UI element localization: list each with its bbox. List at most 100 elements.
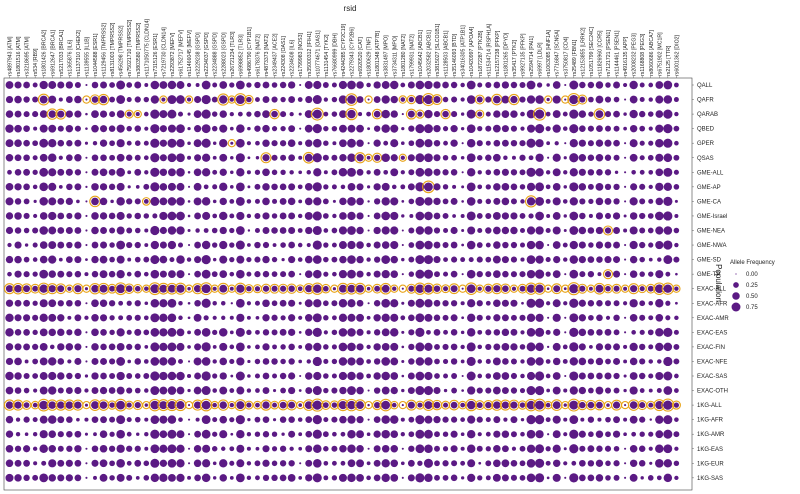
frequency-dot	[331, 344, 337, 350]
frequency-dot	[535, 313, 544, 322]
frequency-dot	[552, 168, 561, 177]
frequency-dot	[176, 473, 185, 482]
highlight-ring	[389, 400, 399, 410]
frequency-dot	[235, 196, 245, 206]
frequency-dot	[451, 387, 458, 394]
frequency-dot	[262, 401, 270, 409]
frequency-dot	[48, 459, 57, 468]
frequency-dot	[338, 226, 348, 235]
frequency-dot	[485, 417, 491, 423]
frequency-dot	[194, 96, 202, 104]
frequency-dot	[493, 81, 501, 89]
frequency-dot	[85, 302, 88, 305]
column-label: rs2234608 [IL6]	[290, 39, 296, 76]
frequency-dot	[528, 155, 534, 161]
highlight-ring	[97, 399, 110, 411]
frequency-dot	[569, 284, 579, 294]
frequency-dot	[673, 97, 679, 103]
frequency-dot	[569, 357, 579, 366]
frequency-dot	[331, 154, 338, 161]
frequency-dot	[271, 154, 278, 161]
frequency-dot	[195, 228, 200, 233]
frequency-dot	[99, 95, 108, 104]
frequency-dot	[501, 168, 509, 176]
frequency-dot	[14, 183, 22, 191]
frequency-dot	[116, 415, 126, 425]
frequency-dot	[159, 110, 168, 119]
frequency-dot	[552, 197, 561, 206]
frequency-dot	[552, 401, 561, 409]
frequency-dot	[366, 373, 371, 379]
frequency-dot	[520, 126, 525, 131]
frequency-dot	[434, 373, 440, 379]
frequency-dot	[347, 182, 356, 191]
frequency-dot	[150, 284, 160, 294]
frequency-dot	[332, 287, 337, 291]
frequency-dot	[262, 474, 270, 482]
frequency-dot	[485, 343, 492, 350]
frequency-dot	[629, 197, 638, 206]
frequency-dot	[366, 111, 371, 117]
column-label: rs1129456 [TMPRSS2]	[102, 22, 108, 76]
frequency-dot	[526, 95, 536, 104]
frequency-dot	[84, 272, 89, 277]
column-label: rs1051799 [SEC24C]	[589, 26, 595, 76]
frequency-dot	[408, 125, 415, 132]
frequency-dot	[613, 343, 621, 351]
highlight-ring	[491, 283, 503, 295]
frequency-dot	[578, 314, 587, 322]
frequency-dot	[347, 138, 356, 148]
frequency-dot	[579, 285, 586, 292]
frequency-dot	[99, 386, 108, 395]
frequency-dot	[176, 444, 185, 453]
frequency-dot	[167, 211, 177, 221]
frequency-dot	[39, 400, 49, 410]
frequency-dot	[563, 287, 567, 291]
frequency-dot	[511, 155, 516, 160]
frequency-dot	[415, 182, 425, 192]
frequency-dot	[39, 138, 49, 148]
frequency-dot	[443, 329, 448, 335]
highlight-ring	[133, 283, 143, 294]
frequency-dot	[116, 226, 125, 235]
frequency-dot	[201, 94, 211, 105]
frequency-dot	[32, 184, 38, 190]
frequency-dot	[562, 242, 568, 248]
frequency-dot	[367, 200, 370, 203]
frequency-dot	[535, 211, 544, 221]
frequency-dot	[74, 401, 82, 409]
frequency-dot	[85, 185, 88, 188]
frequency-dot	[569, 80, 579, 90]
frequency-dot	[254, 286, 261, 292]
frequency-dot	[433, 124, 441, 133]
frequency-dot	[485, 81, 492, 89]
frequency-dot	[212, 402, 217, 408]
frequency-dot	[656, 475, 662, 481]
frequency-dot	[604, 111, 612, 118]
frequency-dot	[313, 371, 322, 381]
frequency-dot	[32, 242, 38, 248]
frequency-dot	[639, 140, 645, 146]
frequency-dot	[331, 82, 337, 88]
frequency-dot	[587, 140, 594, 147]
frequency-dot	[442, 300, 449, 307]
frequency-dot	[401, 476, 404, 479]
column-label: rs3734311 [MPO]	[392, 35, 398, 76]
frequency-dot	[510, 459, 518, 467]
column-label: rs1872287 [PTK2B]	[478, 30, 484, 76]
legend-dot	[732, 292, 740, 300]
frequency-dot	[39, 269, 49, 279]
frequency-dot	[467, 226, 476, 235]
frequency-dot	[587, 445, 595, 453]
frequency-dot	[460, 257, 466, 263]
frequency-dot	[194, 328, 202, 336]
frequency-dot	[673, 343, 680, 350]
frequency-dot	[57, 358, 65, 365]
frequency-dot	[579, 81, 586, 89]
frequency-dot	[212, 476, 217, 480]
frequency-dot	[39, 372, 48, 380]
frequency-dot	[493, 299, 501, 308]
frequency-dot	[39, 386, 48, 395]
frequency-dot	[338, 241, 347, 250]
frequency-dot	[373, 125, 381, 132]
